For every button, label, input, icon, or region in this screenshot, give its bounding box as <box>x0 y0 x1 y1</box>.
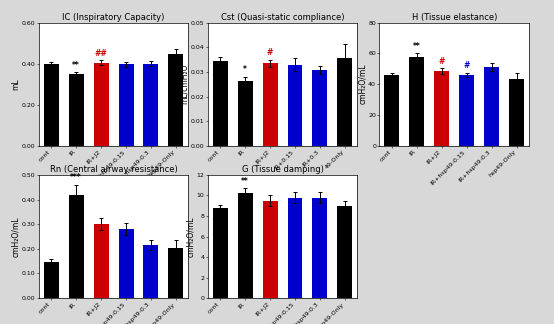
Bar <box>288 198 302 298</box>
Bar <box>69 75 84 146</box>
Bar <box>409 57 424 146</box>
Bar <box>384 75 399 146</box>
Text: ##: ## <box>95 49 107 58</box>
Bar <box>44 64 59 146</box>
Text: **: ** <box>413 42 420 51</box>
Bar <box>119 229 134 298</box>
Text: ***: *** <box>70 173 82 182</box>
Bar <box>238 81 253 146</box>
Bar <box>168 248 183 298</box>
Bar <box>337 206 352 298</box>
Bar <box>484 67 499 146</box>
Bar <box>44 262 59 298</box>
Title: Cst (Quasi-static compliance): Cst (Quasi-static compliance) <box>221 13 344 22</box>
Bar <box>509 79 524 146</box>
Bar <box>143 64 158 146</box>
Bar <box>288 64 302 146</box>
Text: *: * <box>243 65 247 75</box>
Title: G (Tissue damping): G (Tissue damping) <box>242 165 324 174</box>
Bar <box>459 75 474 146</box>
Bar <box>143 245 158 298</box>
Bar <box>94 224 109 298</box>
Bar <box>337 58 352 146</box>
Y-axis label: cmH₂O/mL: cmH₂O/mL <box>186 216 195 257</box>
Y-axis label: mL: mL <box>11 78 20 90</box>
Y-axis label: cmH₂O/mL: cmH₂O/mL <box>11 216 20 257</box>
Bar <box>263 201 278 298</box>
Y-axis label: cmH₂O/mL: cmH₂O/mL <box>358 64 367 105</box>
Bar <box>312 70 327 146</box>
Text: **: ** <box>73 61 80 70</box>
Text: **: ** <box>242 177 249 186</box>
Bar <box>434 71 449 146</box>
Bar <box>119 64 134 146</box>
Title: Rn (Central airway resistance): Rn (Central airway resistance) <box>50 165 177 174</box>
Bar <box>238 193 253 298</box>
Bar <box>312 198 327 298</box>
Text: #: # <box>267 48 273 57</box>
Title: IC (Inspiratory Capacity): IC (Inspiratory Capacity) <box>63 13 165 22</box>
Bar <box>69 195 84 298</box>
Text: #: # <box>439 57 445 66</box>
Bar <box>263 63 278 146</box>
Bar <box>168 54 183 146</box>
Text: #: # <box>464 61 470 70</box>
Y-axis label: mL/cmH₂O: mL/cmH₂O <box>180 64 189 105</box>
Bar <box>213 208 228 298</box>
Bar <box>94 63 109 146</box>
Bar <box>213 61 228 146</box>
Title: H (Tissue elastance): H (Tissue elastance) <box>412 13 497 22</box>
